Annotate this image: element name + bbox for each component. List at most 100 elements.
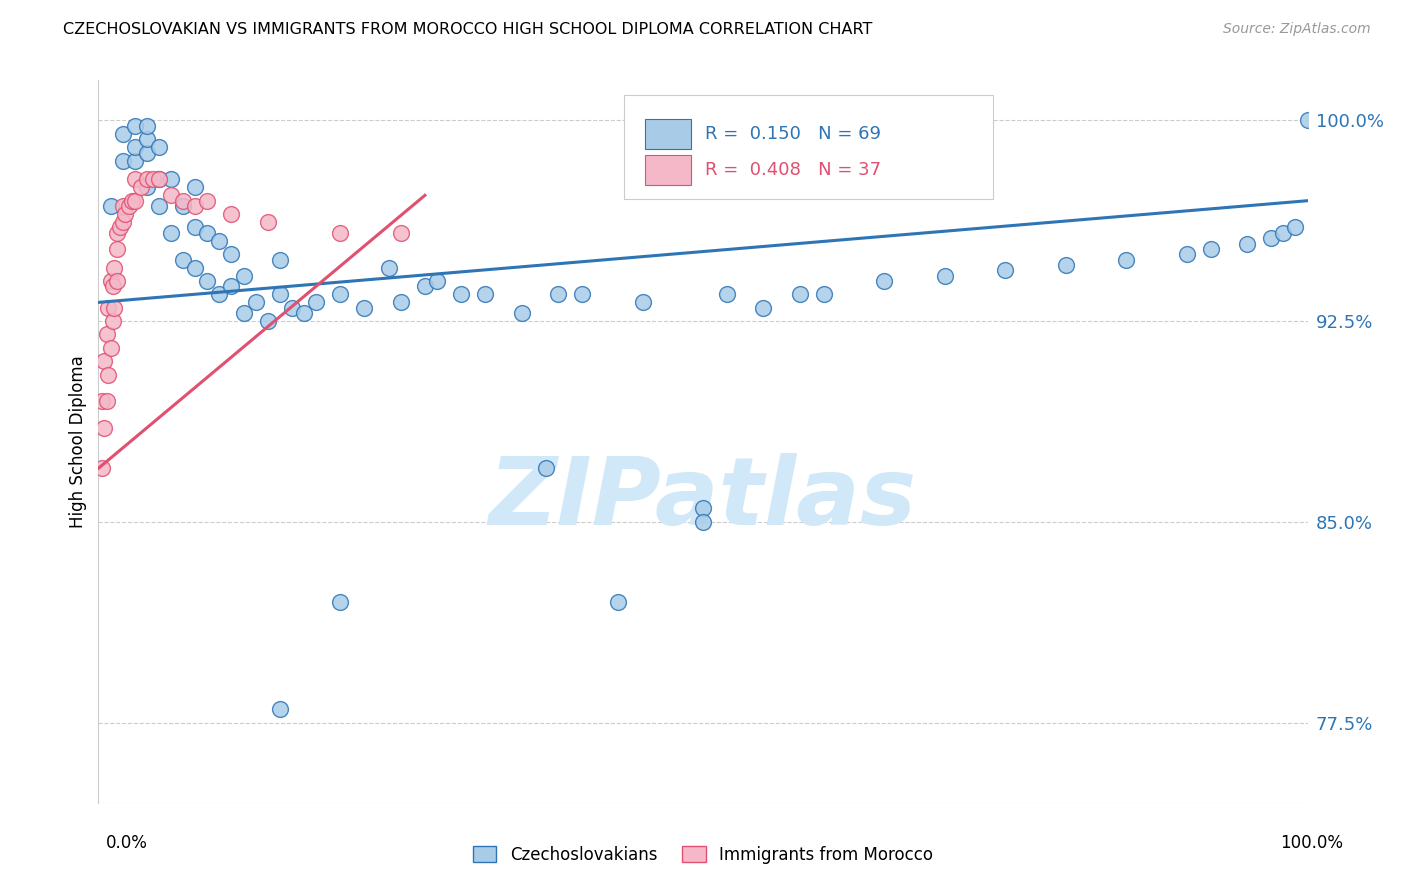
Point [269, 252, 291, 267]
Point [100, 199, 122, 213]
Point [160, 172, 183, 186]
Point [1284, 220, 1306, 235]
Point [135, 172, 157, 186]
Point [111, 153, 134, 168]
Point [111, 215, 134, 229]
Point [208, 287, 231, 301]
Point [1296, 113, 1319, 128]
Point [571, 287, 593, 301]
Point [111, 127, 134, 141]
Point [96, 327, 118, 342]
Point [172, 252, 194, 267]
Point [692, 515, 714, 529]
Point [389, 295, 412, 310]
Point [184, 199, 207, 213]
Point [377, 260, 399, 275]
Point [91, 461, 114, 475]
Point [100, 341, 122, 355]
Point [124, 140, 146, 154]
Text: Source: ZipAtlas.com: Source: ZipAtlas.com [1223, 22, 1371, 37]
Point [353, 301, 375, 315]
Point [105, 242, 128, 256]
Point [124, 153, 146, 168]
Point [172, 194, 194, 208]
Point [692, 501, 714, 516]
Point [510, 306, 533, 320]
Point [124, 119, 146, 133]
Point [329, 287, 352, 301]
Text: CZECHOSLOVAKIAN VS IMMIGRANTS FROM MOROCCO HIGH SCHOOL DIPLOMA CORRELATION CHART: CZECHOSLOVAKIAN VS IMMIGRANTS FROM MOROC… [63, 22, 873, 37]
Point [160, 226, 183, 240]
Point [114, 207, 136, 221]
Point [994, 263, 1017, 277]
Point [103, 301, 125, 315]
Text: R =  0.150   N = 69: R = 0.150 N = 69 [706, 125, 882, 143]
Point [269, 287, 291, 301]
Point [716, 287, 738, 301]
Point [111, 199, 134, 213]
Point [135, 119, 157, 133]
Point [91, 394, 114, 409]
Point [142, 172, 165, 186]
Point [221, 279, 243, 293]
Point [124, 172, 146, 186]
Point [184, 220, 207, 235]
Point [413, 279, 436, 293]
Point [135, 145, 157, 160]
Point [292, 306, 315, 320]
Point [474, 287, 496, 301]
Point [256, 314, 278, 328]
Point [789, 287, 811, 301]
Point [1272, 226, 1295, 240]
Point [426, 274, 449, 288]
Point [121, 194, 143, 208]
Point [124, 194, 146, 208]
Point [389, 226, 412, 240]
Point [148, 172, 170, 186]
Point [208, 234, 231, 248]
Point [534, 461, 557, 475]
Point [195, 226, 218, 240]
Point [97, 368, 120, 382]
Point [547, 287, 569, 301]
Point [221, 247, 243, 261]
Point [1199, 242, 1222, 256]
Point [101, 314, 124, 328]
Point [93, 354, 115, 368]
Point [101, 279, 124, 293]
Y-axis label: High School Diploma: High School Diploma [69, 355, 87, 528]
Bar [645, 119, 690, 149]
Point [148, 172, 170, 186]
Point [281, 301, 304, 315]
Point [135, 132, 157, 146]
Point [108, 220, 131, 235]
Point [195, 194, 218, 208]
Point [813, 287, 835, 301]
Point [135, 180, 157, 194]
Point [934, 268, 956, 283]
Point [607, 595, 630, 609]
Point [1236, 236, 1258, 251]
Point [105, 226, 128, 240]
Point [1115, 252, 1137, 267]
Point [184, 180, 207, 194]
Point [232, 268, 254, 283]
Text: 100.0%: 100.0% [1279, 834, 1343, 852]
Point [1175, 247, 1198, 261]
Point [631, 295, 654, 310]
Point [97, 301, 120, 315]
Point [329, 595, 352, 609]
Point [752, 301, 775, 315]
Point [103, 260, 125, 275]
Text: R =  0.408   N = 37: R = 0.408 N = 37 [706, 161, 882, 179]
Point [129, 180, 152, 194]
Point [1054, 258, 1077, 272]
Point [269, 702, 291, 716]
Point [195, 274, 218, 288]
Point [450, 287, 472, 301]
Point [118, 199, 141, 213]
Point [100, 274, 122, 288]
Point [245, 295, 267, 310]
Point [256, 215, 278, 229]
Text: ZIPatlas: ZIPatlas [489, 453, 917, 545]
